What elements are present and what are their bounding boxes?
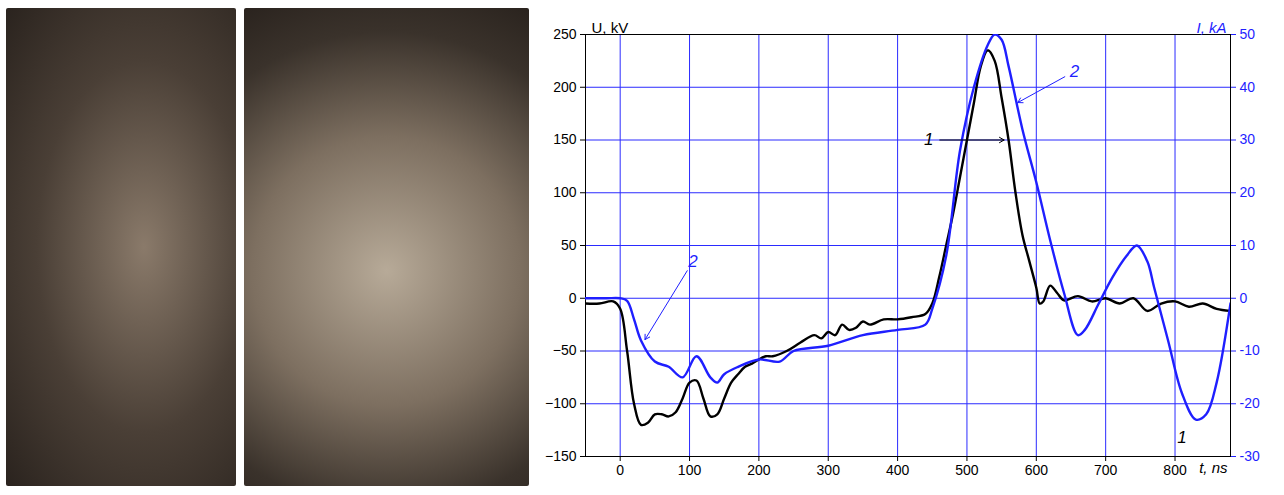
svg-text:0: 0 xyxy=(616,462,624,478)
svg-text:50: 50 xyxy=(561,237,577,253)
svg-text:t, ns: t, ns xyxy=(1199,459,1228,476)
svg-text:20: 20 xyxy=(1240,184,1256,200)
svg-text:600: 600 xyxy=(1025,462,1049,478)
svg-text:−150: −150 xyxy=(545,448,577,464)
svg-text:−100: −100 xyxy=(545,395,577,411)
svg-text:200: 200 xyxy=(553,79,577,95)
svg-text:800: 800 xyxy=(1163,462,1187,478)
svg-text:1: 1 xyxy=(924,130,933,149)
svg-text:-30: -30 xyxy=(1240,448,1260,464)
svg-text:400: 400 xyxy=(886,462,910,478)
svg-text:30: 30 xyxy=(1240,131,1256,147)
svg-text:500: 500 xyxy=(955,462,979,478)
svg-text:U, kV: U, kV xyxy=(592,19,629,36)
svg-text:50: 50 xyxy=(1240,26,1256,42)
svg-text:150: 150 xyxy=(553,131,577,147)
svg-text:100: 100 xyxy=(678,462,702,478)
svg-text:300: 300 xyxy=(817,462,841,478)
svg-text:1: 1 xyxy=(1177,428,1186,447)
svg-text:700: 700 xyxy=(1094,462,1118,478)
svg-text:-10: -10 xyxy=(1240,342,1260,358)
svg-text:-20: -20 xyxy=(1240,395,1260,411)
svg-text:2: 2 xyxy=(1069,62,1080,81)
svg-text:250: 250 xyxy=(553,26,577,42)
svg-text:40: 40 xyxy=(1240,79,1256,95)
svg-text:10: 10 xyxy=(1240,237,1256,253)
svg-text:I, kA: I, kA xyxy=(1196,19,1226,36)
svg-text:200: 200 xyxy=(747,462,771,478)
svg-text:100: 100 xyxy=(553,184,577,200)
svg-text:0: 0 xyxy=(1240,290,1248,306)
svg-text:0: 0 xyxy=(569,290,577,306)
svg-text:2: 2 xyxy=(687,252,698,271)
svg-text:−50: −50 xyxy=(553,342,577,358)
